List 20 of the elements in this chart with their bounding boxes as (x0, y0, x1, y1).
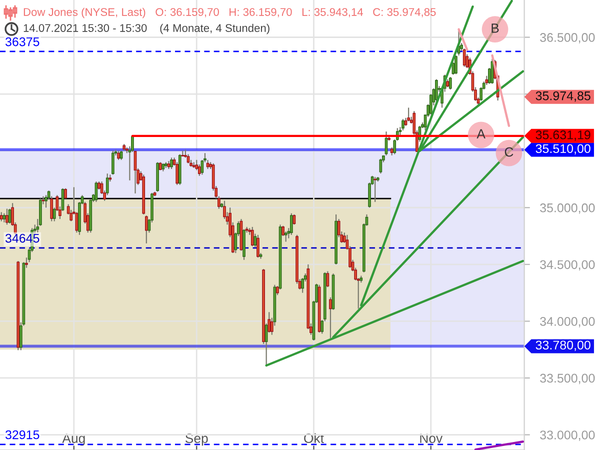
ref-line-label: 34645 (5, 234, 40, 243)
y-tick-label: 33.000,00 (540, 430, 595, 441)
data-label: 35.631,19 (536, 130, 590, 141)
y-tick-label: 36.500,00 (540, 33, 595, 44)
y-tick-label: 34.000,00 (540, 317, 595, 328)
y-tick-label: 33.500,00 (540, 374, 595, 384)
text: Dow Jones (NYSE, Last) O: 36.159,70 H: 36.159,70 L: 35.943,14 C: 35.974,85 (24, 8, 436, 18)
series-label: C (504, 147, 514, 157)
series-label: A (476, 129, 486, 138)
series-label: B (492, 24, 499, 33)
y-tick-label: 35.000,00 (540, 203, 595, 214)
x-tick-label: Nov (420, 434, 443, 444)
x-tick-label: Sep (185, 434, 208, 446)
ref-line-label: 33.780,00 (536, 340, 590, 352)
text: 35.974,85 (536, 91, 590, 102)
y-tick-label: 34.500,00 (540, 260, 595, 271)
ref-line-label: 32915 (5, 430, 40, 440)
text: 14.07.2021 15:30 - 15:30 (4 Monate, 4 Stunden) (24, 24, 270, 34)
ref-line-label: 35.510,00 (536, 144, 590, 155)
ref-line-label: 36375 (5, 37, 40, 46)
